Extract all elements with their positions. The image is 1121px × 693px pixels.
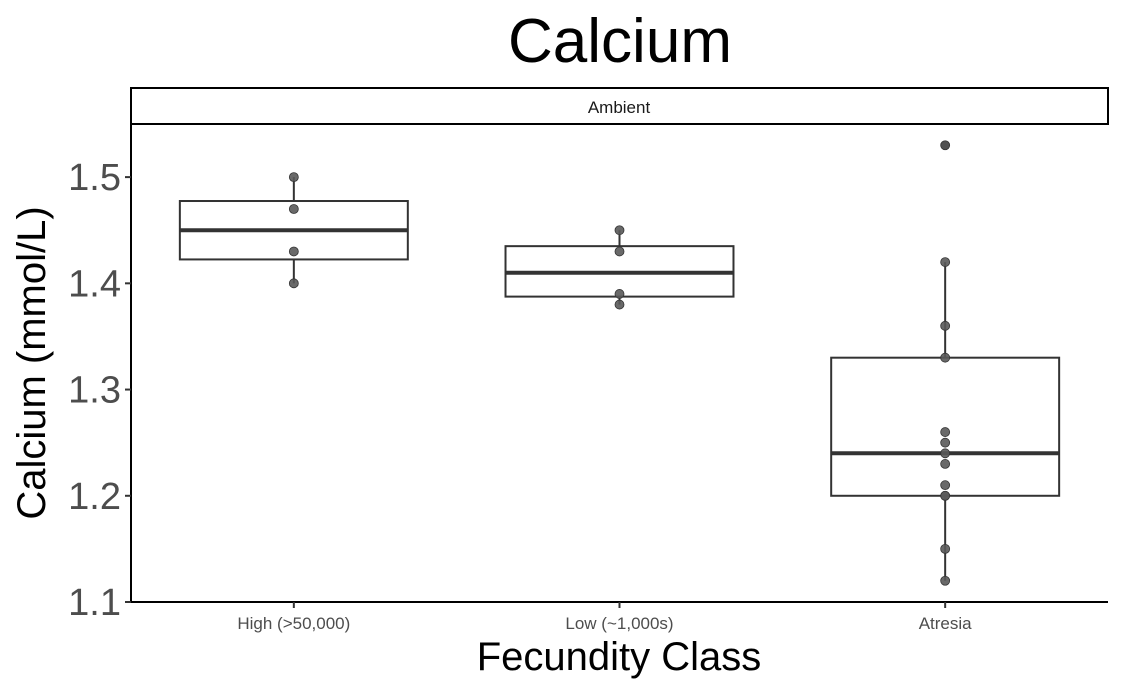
data-point	[940, 427, 951, 437]
y-tick-label: 1.3	[68, 370, 121, 412]
data-point	[940, 437, 951, 448]
box-group	[830, 140, 1061, 586]
y-tick-label: 1.5	[68, 157, 121, 199]
data-point	[288, 246, 299, 257]
box-group	[504, 225, 735, 310]
data-point	[940, 140, 951, 151]
x-tick-label: Atresia	[919, 614, 972, 633]
data-point	[940, 480, 951, 491]
data-point	[614, 289, 625, 299]
facet-strip-label: Ambient	[588, 98, 651, 117]
y-tick-label: 1.2	[68, 476, 121, 518]
data-point	[288, 204, 299, 214]
data-point	[940, 575, 951, 586]
chart-title: Calcium	[508, 7, 732, 76]
box-iqr	[830, 356, 1061, 497]
data-point	[614, 246, 625, 257]
data-point	[940, 543, 951, 554]
data-point	[940, 490, 951, 501]
data-point	[614, 299, 625, 310]
data-point	[940, 320, 951, 331]
x-axis-ticks: High (>50,000) Low (~1,000s) Atresia	[237, 602, 972, 633]
y-axis-title: Calcium (mmol/L)	[10, 206, 54, 519]
facet-strip	[130, 87, 1109, 125]
data-point	[940, 352, 951, 363]
box-group	[178, 172, 409, 289]
x-axis-title: Fecundity Class	[477, 635, 762, 679]
data-point	[940, 257, 951, 267]
y-tick-label: 1.1	[68, 582, 121, 624]
data-point	[288, 278, 299, 289]
data-point	[940, 448, 951, 459]
x-tick-label: Low (~1,000s)	[565, 614, 673, 633]
y-tick-label: 1.4	[68, 263, 121, 305]
x-tick-label: High (>50,000)	[237, 614, 350, 633]
data-point	[940, 459, 951, 469]
data-point	[288, 172, 299, 183]
data-point	[614, 225, 625, 236]
y-axis-ticks: 1.1 1.2 1.3 1.4 1.5	[68, 157, 131, 624]
boxplot-series	[178, 140, 1061, 586]
